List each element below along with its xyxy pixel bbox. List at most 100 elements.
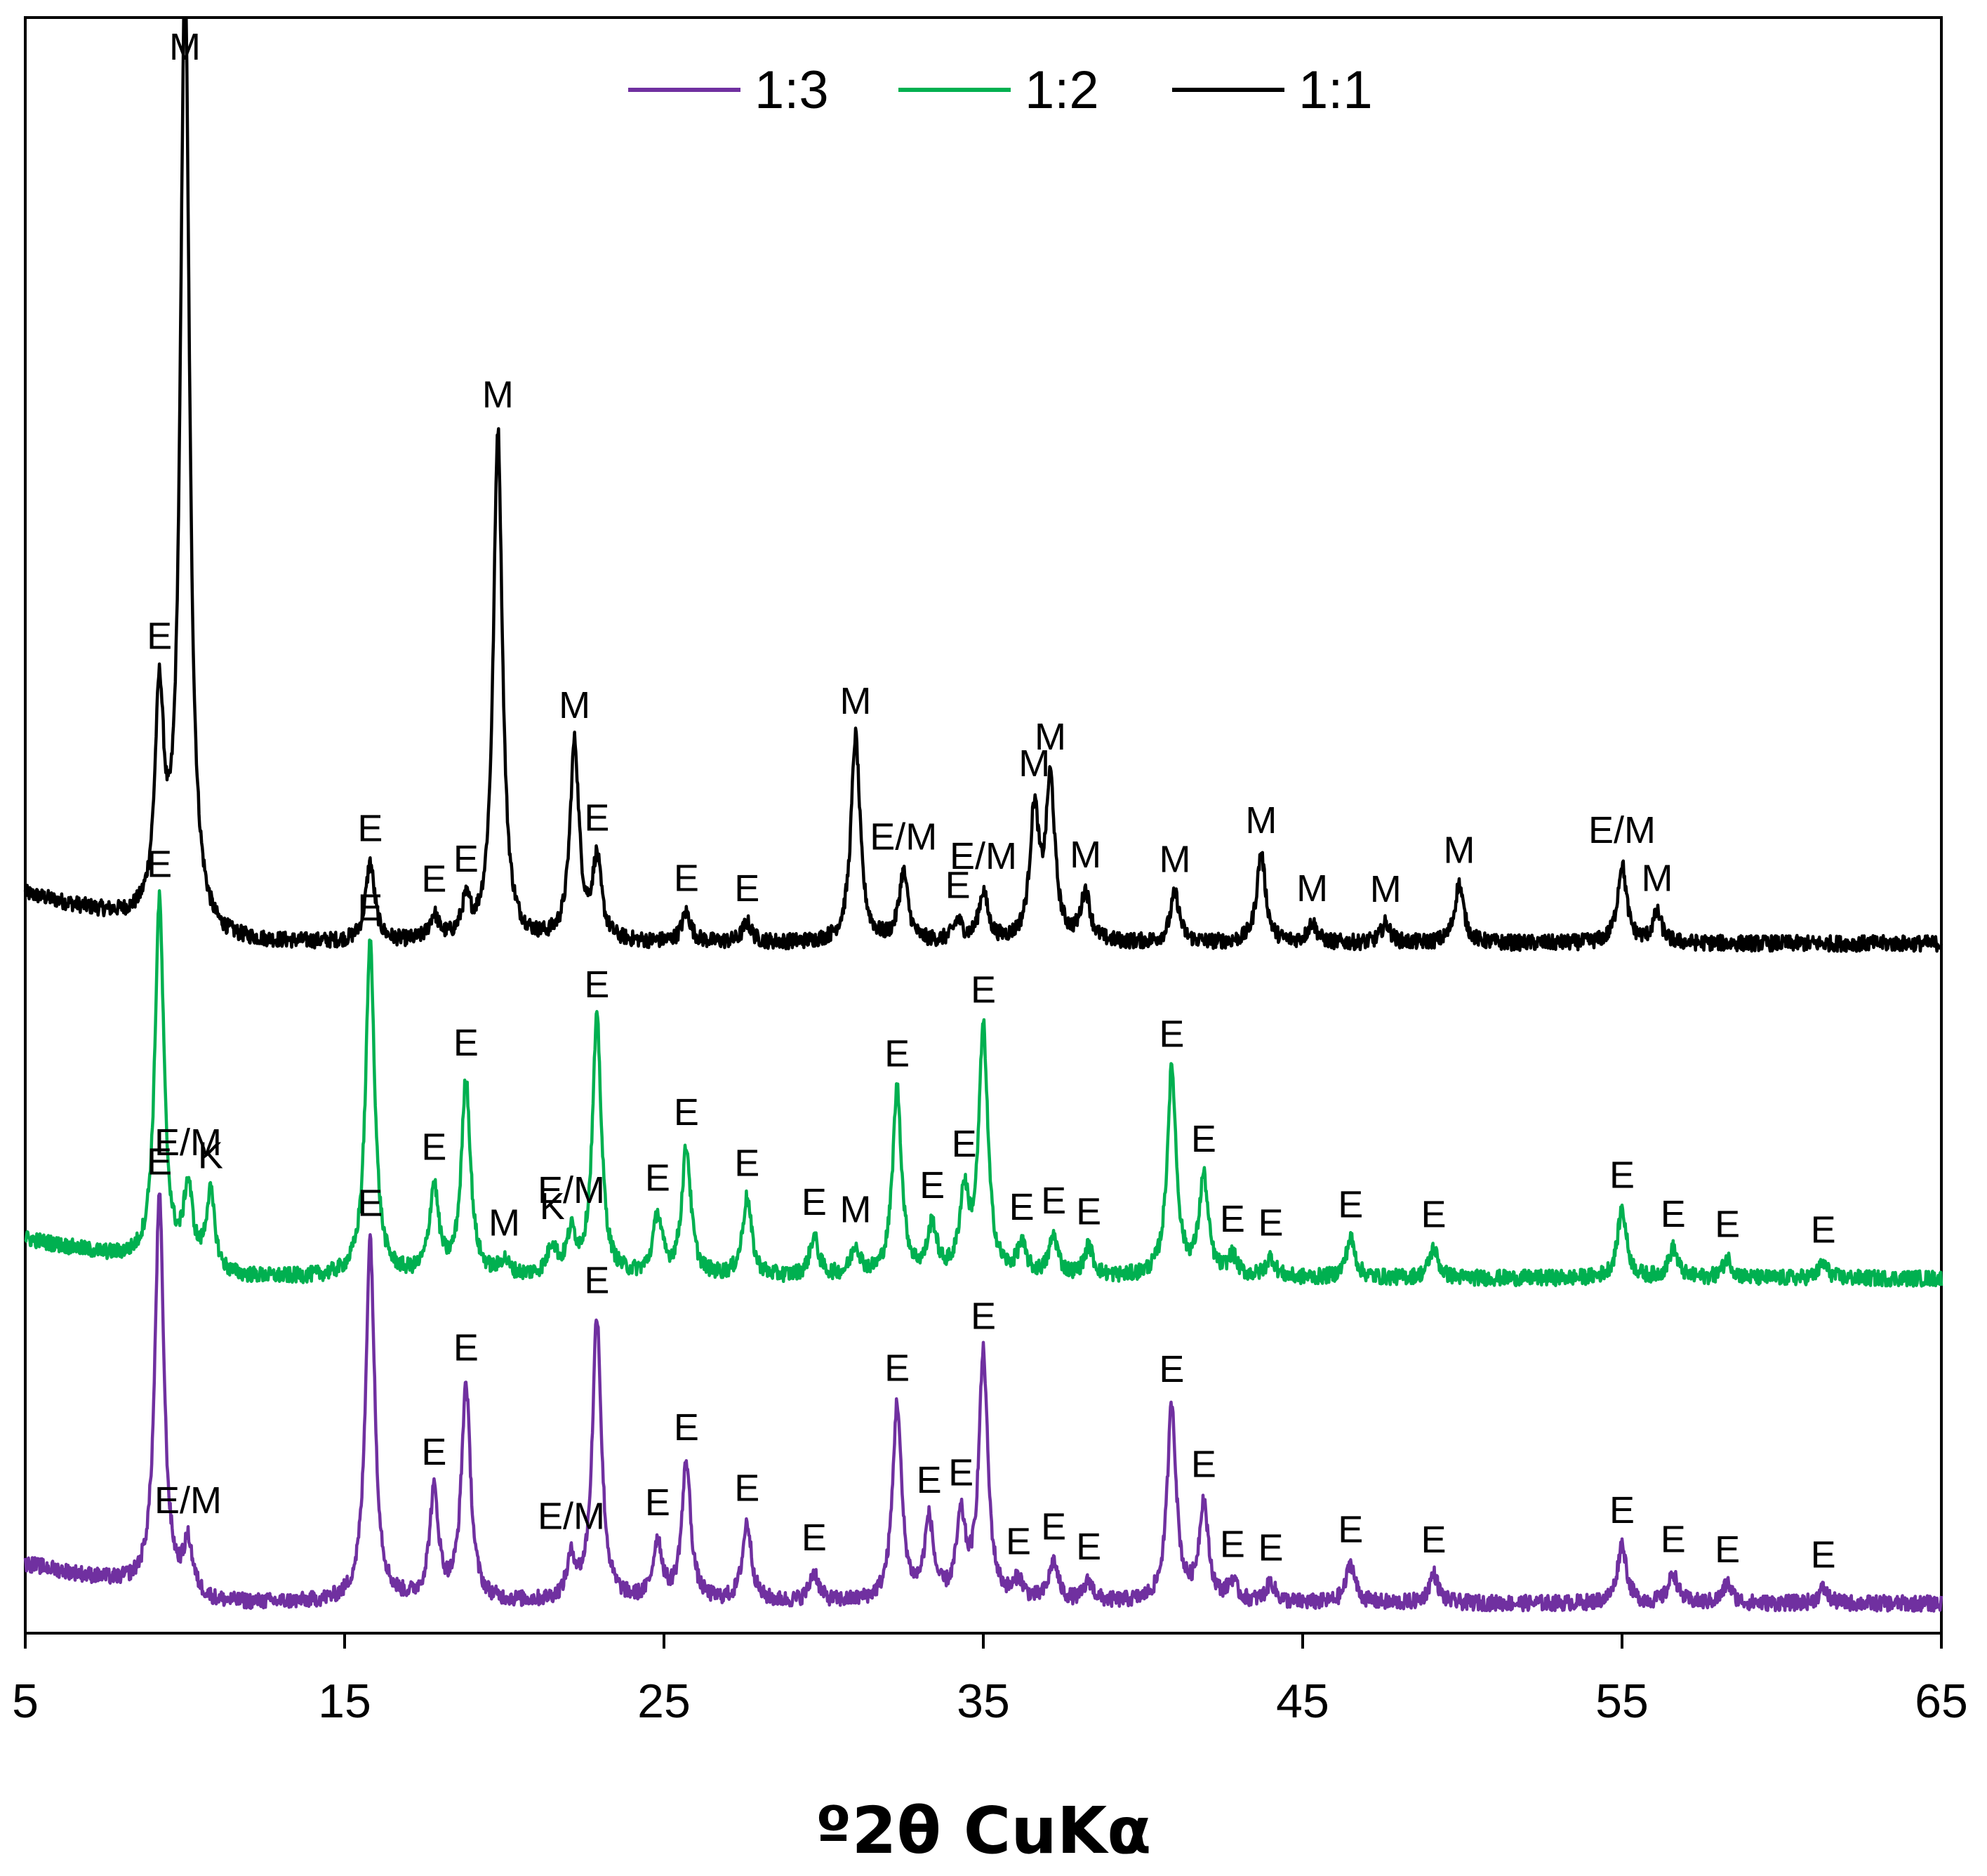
peak-label: E (1661, 1518, 1686, 1560)
x-tick-label: 35 (957, 1675, 1010, 1728)
peak-label: E (453, 838, 479, 880)
series-line-1-3 (23, 1192, 1943, 1613)
peak-label: E (1220, 1523, 1245, 1565)
x-tick-label: 5 (12, 1675, 39, 1728)
peak-label: E (734, 1468, 759, 1510)
peak-label: M (559, 684, 590, 726)
peak-label: E (421, 1126, 446, 1169)
peak-label: M (1070, 834, 1101, 876)
peak-label: E (1811, 1209, 1836, 1251)
peak-label: E (1076, 1526, 1101, 1568)
peak-label: E (1421, 1194, 1447, 1236)
peak-label: E (674, 858, 699, 900)
peak-label: K (198, 1134, 223, 1176)
peak-label: E (884, 1348, 910, 1390)
legend-label: 1:2 (1025, 60, 1099, 120)
x-tick-label: 15 (318, 1675, 371, 1728)
peak-label: E (1159, 1348, 1184, 1390)
x-axis-ticks: 5 15 25 35 45 55 65 (12, 1633, 1968, 1728)
peak-label: E (1661, 1193, 1686, 1235)
peak-label: E (421, 1431, 446, 1473)
peak-label: E (1609, 1489, 1635, 1531)
peak-label: E/M (154, 1479, 222, 1522)
peak-label: M (840, 1189, 872, 1231)
peak-label: M (489, 1202, 520, 1244)
peak-label: E (919, 1164, 945, 1206)
peak-label: E (1715, 1204, 1740, 1246)
peak-label: E (917, 1459, 942, 1501)
peak-label: K (540, 1185, 565, 1228)
peak-label: E (971, 969, 996, 1011)
peak-label: E (1258, 1527, 1283, 1569)
peak-label: E (645, 1157, 670, 1199)
peak-label: E/M (538, 1495, 605, 1537)
x-tick-label: 55 (1595, 1675, 1649, 1728)
peak-label: E (1041, 1505, 1066, 1548)
peak-label: E (1076, 1191, 1101, 1233)
peak-label: M (1642, 857, 1673, 899)
peak-label: M (1370, 868, 1402, 910)
peak-label: E/M (154, 1122, 222, 1164)
legend-label: 1:1 (1298, 60, 1373, 120)
peak-label: E (1338, 1509, 1363, 1551)
series-line-1-1 (23, 17, 1943, 953)
peak-label: E (802, 1517, 827, 1559)
peak-label: M (1018, 743, 1050, 785)
peak-label: E (1609, 1155, 1635, 1197)
series-layer (23, 17, 1943, 1613)
peak-label: E (1220, 1198, 1245, 1240)
peak-label: E (1191, 1118, 1216, 1160)
peak-label: E (674, 1091, 699, 1133)
peak-label: E (357, 808, 383, 850)
peak-label: E/M (870, 816, 937, 858)
peak-label: E/M (538, 1169, 605, 1211)
peak-label: E (952, 1123, 977, 1165)
peak-label: E (357, 1183, 383, 1225)
legend: 1:3 1:2 1:1 (628, 60, 1373, 120)
peak-label: E (1159, 1013, 1184, 1056)
x-axis-title: º2θ CuKα (816, 1793, 1152, 1868)
peak-label: E (1811, 1534, 1836, 1576)
peak-label: E (1191, 1444, 1216, 1486)
peak-label: E (1006, 1520, 1031, 1562)
peak-label: E (802, 1181, 827, 1223)
peak-label: E (945, 864, 971, 906)
series-line-1-2 (24, 889, 1943, 1288)
peak-label: E (584, 1259, 609, 1301)
legend-label: 1:3 (755, 60, 829, 120)
x-tick-label: 45 (1276, 1675, 1329, 1728)
peak-label: E (453, 1327, 479, 1369)
peak-label: E (1258, 1202, 1283, 1244)
peak-label: M (840, 680, 872, 722)
peak-label: E (1009, 1186, 1035, 1228)
peak-label: M (1159, 838, 1191, 880)
peak-label: E (147, 616, 172, 658)
peak-label: E (357, 887, 383, 929)
x-tick-label: 25 (637, 1675, 691, 1728)
peak-label: M (1443, 830, 1475, 872)
peak-label: E (1715, 1529, 1740, 1571)
peak-label: E (734, 867, 759, 910)
peak-label: M (1035, 716, 1066, 758)
peak-label: E (147, 844, 172, 886)
peak-label: M (1296, 867, 1328, 910)
peak-label: E (147, 1140, 172, 1183)
peak-label: M (169, 26, 201, 68)
peak-label: E/M (1588, 809, 1656, 851)
peak-label: M (1245, 799, 1277, 841)
peak-label: E (884, 1032, 910, 1075)
peak-label: E (1421, 1519, 1447, 1561)
peak-label: E/M (950, 835, 1017, 877)
peak-label: E (1041, 1180, 1066, 1222)
peak-label: E (421, 858, 446, 900)
peak-label: M (482, 373, 514, 415)
peak-label: E (453, 1022, 479, 1064)
peak-label: E (645, 1482, 670, 1524)
x-tick-label: 65 (1915, 1675, 1968, 1728)
peak-label: E (584, 797, 609, 839)
peak-label: E (734, 1142, 759, 1184)
peak-label: E (584, 964, 609, 1006)
peak-label: E (674, 1406, 699, 1449)
